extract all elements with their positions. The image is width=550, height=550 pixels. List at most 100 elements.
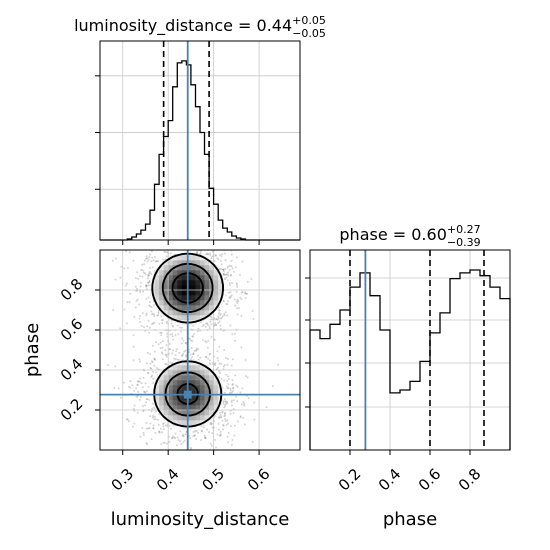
sample-point [245,292,248,295]
density-cell [168,305,173,311]
density-cell [190,265,196,271]
sample-point [147,281,150,284]
sample-point [148,301,151,303]
sample-point [217,317,220,320]
density-cell [154,285,160,291]
density-cell [181,425,187,431]
density-cell [213,310,219,316]
sample-point [200,439,203,441]
sample-point [147,281,150,284]
sample-point [165,353,168,356]
sample-point [226,273,229,276]
sample-point [223,412,226,415]
density-cell [190,395,196,401]
sample-point [218,309,221,311]
sample-point [138,317,141,320]
density-cell [186,420,192,426]
sample-point [174,354,177,357]
density-cell [204,420,210,426]
luminosity-distance-hist-title: luminosity_distance = 0.44+0.05 [74,14,326,36]
density-cell [200,270,205,276]
density-cell [154,400,160,406]
sample-point [132,407,135,410]
sample-point [150,260,153,263]
sample-point [230,425,232,428]
density-cell [159,380,164,386]
density-cell [181,315,187,321]
sample-point [145,255,148,258]
density-cell [195,255,201,261]
sample-point [145,284,147,287]
sample-point [209,442,212,445]
phase-hist-axis-label: phase [383,509,437,530]
sample-point [195,348,198,351]
density-cell [186,280,192,286]
sample-point [120,396,122,399]
sample-point [217,422,220,425]
sample-point [148,270,151,273]
sample-point [219,312,222,315]
phase-hist-title-value: phase = 0.60 [339,225,446,244]
sample-point [136,383,139,386]
sample-point [208,359,211,362]
density-cell [154,395,160,401]
sample-point [236,385,239,388]
sample-point [210,422,213,425]
sample-point [214,318,217,321]
sample-point [154,358,156,361]
sample-point [119,327,122,330]
density-cell [213,370,219,376]
density-cell [190,280,196,286]
sample-point [125,284,128,287]
sample-point [233,270,236,273]
sample-point [145,297,148,300]
sample-point [176,436,179,439]
density-cell [190,410,196,416]
sample-point [202,426,205,429]
density-cell [204,265,210,271]
sample-point [216,257,219,260]
sample-point [141,275,144,278]
sample-point [148,253,151,256]
phase-hist-title-upper-error: +0.27 [447,223,481,236]
sample-point [219,317,222,320]
sample-point [231,333,234,336]
sample-point [247,397,250,400]
sample-point [223,379,226,382]
density-cell [181,290,187,296]
density-cell [195,285,201,291]
sample-point [173,436,176,439]
density-cell [172,375,178,381]
sample-point [236,298,239,301]
sample-point [214,323,217,326]
density-cell [209,380,214,386]
sample-point [211,426,214,429]
sample-point [224,418,226,421]
phase-hist-histogram-line [309,269,511,450]
sample-point [209,252,212,255]
sample-point [240,291,243,294]
sample-point [152,406,155,409]
density-cell [213,285,219,291]
density-cell [150,395,155,401]
density-cell [186,365,192,371]
sample-point [219,414,222,417]
density-cell [186,315,192,321]
sample-point [243,402,246,405]
density-cell [204,395,210,401]
sample-point [171,333,174,335]
sample-point [145,284,148,287]
sample-point [147,284,150,287]
density-cell [163,410,169,416]
density-cell [209,275,214,281]
density-cell [190,375,196,381]
density-cell [209,405,214,411]
sample-point [209,352,212,355]
sample-point [152,427,155,430]
density-cell [195,385,201,391]
sample-point [149,362,152,365]
sample-point [223,273,226,276]
density-cell [163,260,169,266]
sample-point [225,373,228,376]
sample-point [148,304,151,307]
